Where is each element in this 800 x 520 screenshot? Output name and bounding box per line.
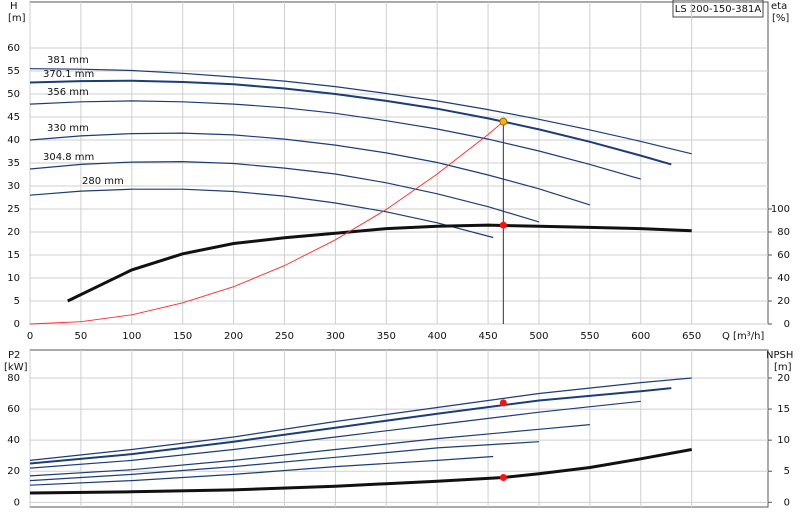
- x-label: Q [m³/h]: [722, 331, 764, 342]
- y-tick-label: 55: [7, 66, 20, 77]
- y-tick-label: 20: [7, 227, 20, 238]
- y-unit: [kW]: [4, 362, 28, 373]
- x-tick-label: 200: [224, 331, 243, 342]
- pump-curve: [29, 387, 672, 465]
- pump-curve: [29, 160, 540, 223]
- y-tick-label: 0: [14, 319, 20, 330]
- y-label: P2: [8, 350, 20, 361]
- pump-curve: [29, 68, 692, 155]
- pump-curve: [29, 132, 591, 206]
- curve-label: 381 mm: [47, 55, 89, 66]
- y2-tick-label: 20: [777, 373, 790, 384]
- system-curve: [29, 121, 504, 325]
- y2-tick-label: 40: [777, 273, 790, 284]
- x-tick-label: 450: [479, 331, 498, 342]
- x-tick-label: 250: [275, 331, 294, 342]
- y-tick-label: 20: [7, 466, 20, 477]
- y2-label: eta: [771, 1, 787, 12]
- y-tick-label: 60: [7, 404, 20, 415]
- y-label: H: [10, 1, 18, 12]
- duty-point: [499, 399, 507, 407]
- y-tick-label: 25: [7, 204, 20, 215]
- y2-tick-label: 20: [777, 296, 790, 307]
- y-unit: [m]: [8, 13, 26, 24]
- y-tick-label: 0: [14, 497, 20, 508]
- y2-unit: [%]: [772, 13, 789, 24]
- pump-curve: [29, 377, 692, 461]
- x-tick-label: 0: [27, 331, 33, 342]
- x-tick-label: 150: [173, 331, 192, 342]
- y-tick-label: 10: [7, 273, 20, 284]
- y-tick-label: 40: [7, 135, 20, 146]
- x-tick-label: 550: [580, 331, 599, 342]
- curve-label: 370.1 mm: [43, 69, 94, 80]
- y2-tick-label: 0: [784, 497, 790, 508]
- y-tick-label: 45: [7, 112, 20, 123]
- y2-tick-label: 5: [784, 466, 790, 477]
- y2-tick-label: 10: [777, 435, 790, 446]
- curve-label: 304.8 mm: [43, 152, 94, 163]
- pump-curve: [29, 188, 494, 239]
- duty-point-secondary: [499, 221, 507, 229]
- duty-point-secondary: [499, 473, 507, 481]
- x-tick-label: 500: [529, 331, 548, 342]
- pump-curve: [29, 455, 494, 486]
- chart-title: LS 200-150-381A: [675, 4, 762, 15]
- y2-tick-label: 15: [777, 404, 790, 415]
- pump-curve: [29, 100, 641, 180]
- title-box: [672, 0, 764, 18]
- pump-curve: [29, 441, 540, 482]
- duty-point: [499, 117, 508, 126]
- x-tick-label: 100: [122, 331, 141, 342]
- pump-curve: [29, 400, 641, 469]
- pump-curve: [29, 79, 672, 166]
- x-tick-label: 650: [682, 331, 701, 342]
- y-tick-label: 15: [7, 250, 20, 261]
- y2-tick-label: 80: [777, 227, 790, 238]
- npsh-curve: [29, 448, 692, 495]
- x-tick-label: 50: [75, 331, 88, 342]
- y-tick-label: 35: [7, 158, 20, 169]
- curve-label: 280 mm: [82, 176, 124, 187]
- y-tick-label: 60: [7, 43, 20, 54]
- y2-unit: [m]: [774, 362, 792, 373]
- x-tick-label: 350: [377, 331, 396, 342]
- y-tick-label: 80: [7, 373, 20, 384]
- y-tick-label: 30: [7, 181, 20, 192]
- y2-tick-label: 100: [771, 204, 790, 215]
- y2-label: NPSH: [766, 350, 793, 361]
- y2-tick-label: 0: [784, 319, 790, 330]
- curve-label: 330 mm: [47, 123, 89, 134]
- x-tick-label: 600: [631, 331, 650, 342]
- y2-tick-label: 60: [777, 250, 790, 261]
- pump-curve: [29, 424, 590, 477]
- x-tick-label: 300: [326, 331, 345, 342]
- y-tick-label: 5: [14, 296, 20, 307]
- efficiency-curve: [67, 223, 692, 303]
- curve-label: 356 mm: [47, 87, 89, 98]
- y-tick-label: 40: [7, 435, 20, 446]
- y-tick-label: 50: [7, 89, 20, 100]
- x-tick-label: 400: [428, 331, 447, 342]
